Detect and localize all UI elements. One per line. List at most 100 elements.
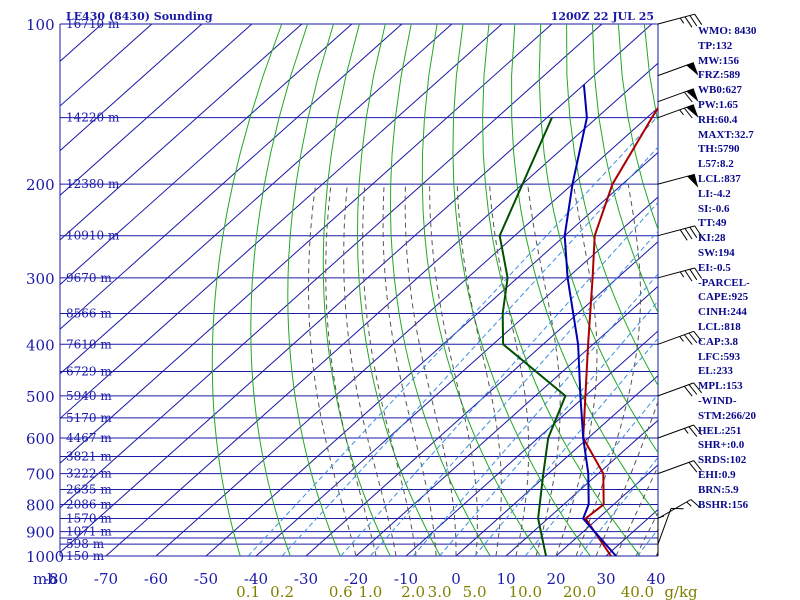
height-label: 12380 m — [66, 177, 120, 191]
barb-pennant — [686, 88, 699, 102]
mixing-ratio-label: 3.0 — [428, 583, 452, 600]
height-label: 16710 m — [66, 17, 120, 31]
height-label: 2635 m — [66, 483, 112, 497]
index-item: KI:28 — [698, 232, 726, 245]
barb-full — [683, 385, 693, 397]
moist-adiabat — [382, 184, 437, 556]
temperature-line — [582, 106, 658, 556]
temperature-tick-label: -80 — [44, 570, 68, 588]
barb-full — [688, 426, 698, 437]
barb-half — [686, 501, 692, 507]
dry-adiabat — [421, 24, 541, 556]
barb-full — [689, 15, 698, 27]
barb-pennant — [687, 174, 699, 188]
index-item: L57:8.2 — [698, 158, 734, 171]
index-item: BSHR:156 — [698, 498, 749, 511]
dry-adiabat-lines — [211, 24, 658, 556]
index-item: STM:266/20 — [698, 409, 757, 422]
moist-adiabat — [575, 184, 641, 556]
isotherm-line — [255, 196, 658, 556]
pressure-tick-label: 1000 — [26, 548, 64, 566]
moist-adiabat — [635, 511, 658, 556]
temperature-tick-label: -10 — [394, 570, 418, 588]
isotherm-line — [60, 24, 553, 464]
mixing-ratio-line — [412, 273, 658, 556]
index-item: LCL:818 — [698, 320, 741, 333]
pressure-tick-label: 700 — [26, 466, 55, 484]
temperature-tick-label: 10 — [496, 570, 515, 588]
index-item: SRDS:102 — [698, 454, 747, 467]
mixing-ratio-line — [281, 146, 658, 556]
barb-half — [683, 428, 689, 434]
mixing-ratio-label: 0.1 — [236, 583, 260, 600]
isotherm-line — [505, 419, 658, 556]
moist-adiabat — [489, 184, 530, 556]
pressure-tick-label: 100 — [26, 16, 55, 34]
isotherm-line — [60, 24, 253, 196]
barb-full — [693, 424, 702, 436]
barb-staff — [657, 508, 672, 545]
barb-full — [683, 91, 693, 103]
height-label: 6729 m — [66, 365, 112, 379]
height-label: 14220 m — [66, 111, 120, 125]
barb-half — [679, 271, 685, 278]
pressure-tick-label: 800 — [26, 496, 55, 514]
height-label: 598 m — [66, 537, 105, 551]
index-item: WMO: 8430 — [698, 25, 757, 37]
index-item: MAXT:32.7 — [698, 128, 754, 141]
height-label: 10910 m — [66, 229, 120, 243]
barb-full — [683, 107, 693, 119]
height-label: 3821 m — [66, 450, 112, 464]
pressure-tick-label: 500 — [26, 388, 55, 406]
barb-staff — [657, 382, 694, 397]
wind-barb — [657, 330, 702, 345]
dry-adiabat — [250, 24, 309, 556]
index-item: BRN:5.9 — [698, 483, 739, 496]
isotherm-line — [155, 107, 658, 556]
mixing-ratio-line — [247, 117, 657, 556]
wind-barb — [657, 173, 699, 188]
mixing-ratio-label: 0.2 — [270, 583, 294, 600]
wind-barb — [657, 382, 702, 397]
index-item: EI:-0.5 — [698, 261, 731, 274]
height-label: 9670 m — [66, 271, 112, 285]
temperature-tick-label: 0 — [451, 570, 461, 588]
barb-staff — [657, 13, 695, 25]
isotherm-line — [105, 62, 658, 556]
index-item: FRZ:589 — [698, 69, 741, 82]
mixing-ratio-line — [439, 300, 658, 556]
index-item: TH:5790 — [698, 143, 740, 156]
index-item: CAPE:925 — [698, 291, 749, 304]
mixing-ratio-label: 20.0 — [563, 583, 596, 600]
wind-barb — [657, 13, 703, 28]
isotherm-line — [60, 24, 603, 509]
barb-full — [683, 334, 693, 345]
dry-adiabat — [538, 24, 658, 454]
index-item: SW:194 — [698, 246, 735, 259]
isotherm-line — [60, 24, 303, 241]
barb-full — [684, 270, 693, 282]
index-item: MW:156 — [698, 54, 739, 67]
isotherm-line — [60, 24, 503, 420]
wind-barb — [657, 460, 702, 475]
index-item: CINH:244 — [698, 306, 747, 319]
dry-adiabat — [452, 24, 591, 556]
moist-adiabat — [429, 184, 478, 556]
barb-full — [679, 229, 688, 241]
barb-full — [684, 228, 693, 240]
isobar-lines — [59, 23, 659, 557]
dry-adiabat — [356, 24, 441, 556]
mixing-ratio-label: 5.0 — [463, 583, 487, 600]
height-label: 5170 m — [66, 411, 112, 425]
barb-full — [689, 226, 698, 238]
barb-staff — [657, 499, 692, 519]
barb-staff — [657, 267, 695, 279]
dry-adiabat — [566, 24, 658, 387]
pressure-tick-label: 400 — [26, 336, 55, 354]
index-item: SHR+:0.0 — [698, 439, 745, 452]
height-label: 1570 m — [66, 512, 112, 526]
barb-full — [688, 461, 698, 473]
isotherm-line — [355, 285, 658, 556]
